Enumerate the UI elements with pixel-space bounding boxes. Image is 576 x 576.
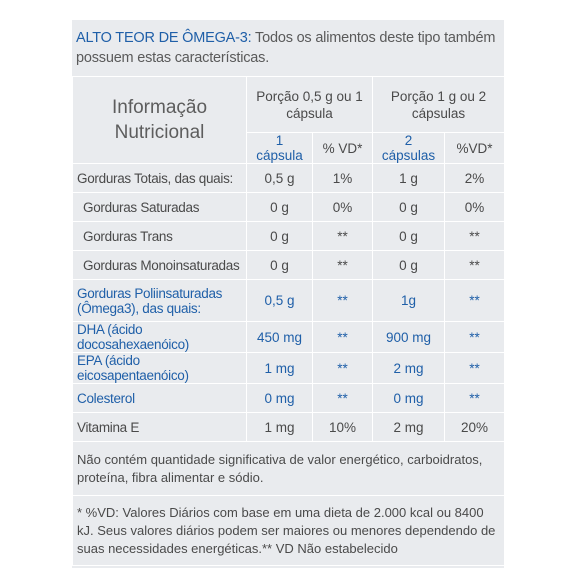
cell-value: 2% — [444, 163, 506, 193]
cell-value: 1 mg — [246, 412, 313, 442]
cell-value: 0,5 g — [246, 163, 313, 193]
cell-value: ** — [444, 352, 506, 384]
col-1-capsula: 1 cápsula — [246, 132, 313, 164]
col-2-capsulas: 2 cápsulas — [372, 132, 446, 164]
table-row: EPA (ácido eicosapentaenóico) 1 mg ** 2 … — [72, 352, 506, 384]
cell-value: ** — [311, 221, 374, 251]
cell-value: ** — [444, 279, 506, 322]
portion-1-header: Porção 0,5 g ou 1 cápsula — [245, 76, 374, 133]
table-row: Gorduras Totais, das quais: 0,5 g 1% 1 g… — [72, 163, 506, 193]
cell-value: 2 mg — [372, 412, 446, 442]
cell-value: 10% — [311, 412, 374, 442]
cell-value: 2 mg — [372, 352, 446, 384]
row-label: EPA (ácido eicosapentaenóico) — [72, 352, 247, 384]
cell-value: 0 g — [372, 250, 446, 280]
cell-value: ** — [444, 321, 506, 353]
table-row: Gorduras Monoinsaturadas 0 g ** 0 g ** — [72, 250, 506, 280]
cell-value: 0,5 g — [246, 279, 313, 322]
col-vd-1: % VD* — [311, 132, 374, 164]
cell-value: 0% — [444, 192, 506, 222]
nutrition-table: Informação Nutricional Porção 0,5 g ou 1… — [71, 76, 506, 566]
cell-value: ** — [444, 383, 506, 413]
intro-text: ALTO TEOR DE ÔMEGA-3: Todos os alimentos… — [76, 28, 500, 68]
cell-value: ** — [311, 321, 374, 353]
footnote-row: Não contém quantidade significativa de v… — [71, 441, 506, 496]
table-row: Gorduras Saturadas 0 g 0% 0 g 0% — [72, 192, 506, 222]
cell-value: 0 mg — [246, 383, 313, 413]
intro-highlight: ALTO TEOR DE ÔMEGA-3: — [76, 30, 252, 46]
row-label: DHA (ácido docosahexaenóico) — [72, 321, 247, 353]
portion-2-header: Porção 1 g ou 2 cápsulas — [372, 76, 506, 133]
col-vd-2: %VD* — [444, 132, 506, 164]
row-label: Gorduras Totais, das quais: — [72, 163, 247, 193]
row-label: Gorduras Monoinsaturadas — [72, 250, 247, 280]
footnote-row: * %VD: Valores Diários com base em uma d… — [71, 495, 506, 566]
table-row: Colesterol 0 mg ** 0 mg ** — [72, 383, 506, 413]
cell-value: 0 g — [372, 192, 446, 222]
cell-value: 20% — [444, 412, 506, 442]
table-row: Vitamina E 1 mg 10% 2 mg 20% — [72, 412, 506, 442]
cell-value: ** — [444, 250, 506, 280]
cell-value: 1% — [311, 163, 374, 193]
cell-value: ** — [311, 352, 374, 384]
table-subheader-row: 1 cápsula % VD* 2 cápsulas %VD* — [73, 132, 506, 164]
cell-value: ** — [311, 383, 374, 413]
cell-value: ** — [311, 279, 374, 322]
cell-value: 1g — [372, 279, 446, 322]
footnote-not-significant: Não contém quantidade significativa de v… — [71, 441, 506, 496]
table-title: Informação Nutricional — [72, 76, 247, 164]
row-label: Gorduras Saturadas — [72, 192, 247, 222]
cell-value: 0 g — [246, 192, 313, 222]
table-row: DHA (ácido docosahexaenóico) 450 mg ** 9… — [72, 321, 506, 353]
cell-value: ** — [444, 221, 506, 251]
table-row: Gorduras Poliinsaturadas (Ômega3), das q… — [72, 279, 506, 322]
intro-body: Todos os alimentos deste tipo também pos… — [76, 30, 496, 66]
cell-value: 0 mg — [372, 383, 446, 413]
cell-value: 900 mg — [372, 321, 446, 353]
table-row: Gorduras Trans 0 g ** 0 g ** — [72, 221, 506, 251]
table-header-row: Informação Nutricional Porção 0,5 g ou 1… — [72, 76, 506, 164]
cell-value: 0 g — [372, 221, 446, 251]
footnote-daily-values: * %VD: Valores Diários com base em uma d… — [71, 495, 506, 566]
cell-value: 450 mg — [246, 321, 313, 353]
cell-value: 1 g — [372, 163, 446, 193]
cell-value: ** — [311, 250, 374, 280]
row-label: Colesterol — [72, 383, 247, 413]
row-label: Gorduras Trans — [72, 221, 247, 251]
cell-value: 0% — [311, 192, 374, 222]
cell-value: 0 g — [246, 221, 313, 251]
row-label: Vitamina E — [72, 412, 247, 442]
row-label: Gorduras Poliinsaturadas (Ômega3), das q… — [72, 279, 247, 322]
cell-value: 1 mg — [246, 352, 313, 384]
cell-value: 0 g — [246, 250, 313, 280]
